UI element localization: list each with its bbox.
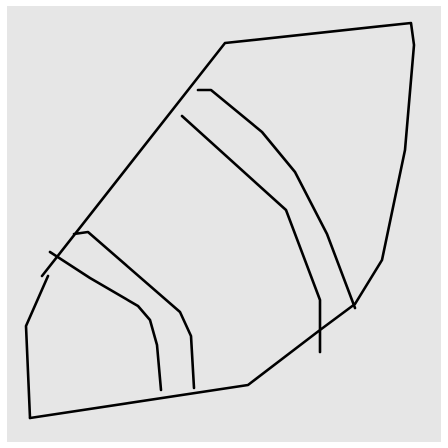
stripe-right-a	[180, 114, 322, 354]
stripe-left-b	[72, 230, 196, 390]
drawing-area	[7, 6, 441, 442]
outer-top-edge	[28, 21, 416, 420]
outer-left-edge	[24, 274, 50, 420]
stripe-left-a	[48, 250, 163, 392]
stripe-right-b	[196, 88, 357, 310]
